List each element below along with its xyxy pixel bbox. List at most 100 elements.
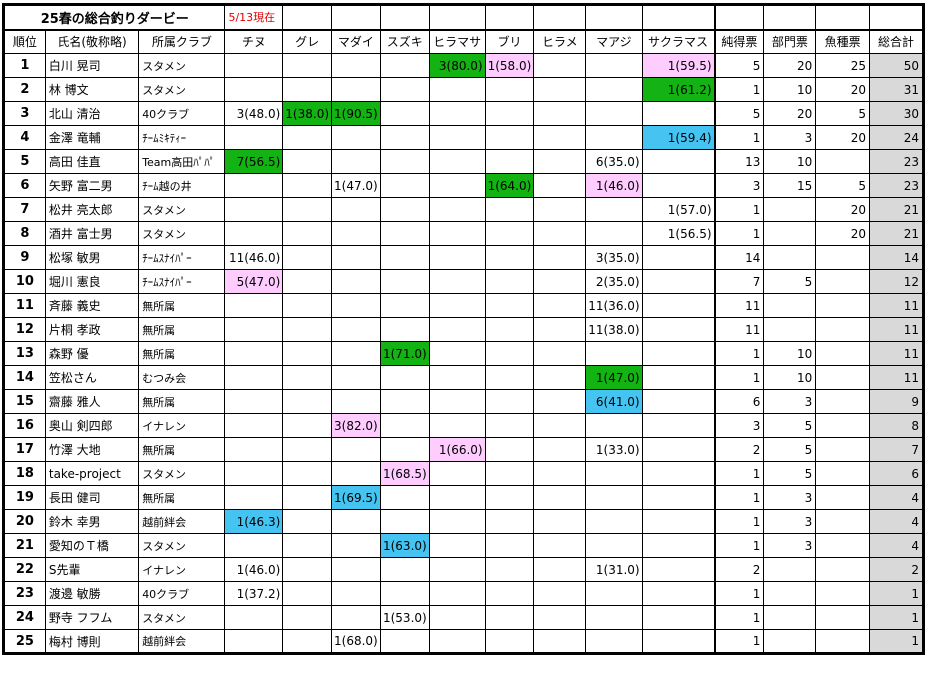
fish-cell-スズキ[interactable] xyxy=(379,149,430,174)
dept-votes-cell[interactable]: 20 xyxy=(763,101,817,126)
net-votes-cell[interactable]: 1 xyxy=(714,533,765,558)
net-votes-cell[interactable]: 1 xyxy=(714,605,765,630)
dept-votes-cell[interactable]: 3 xyxy=(763,389,817,414)
club-cell[interactable]: ﾁｰﾑｽﾅｲﾊﾟｰ xyxy=(138,269,226,294)
fish-cell-マアジ[interactable]: 6(35.0) xyxy=(585,149,643,174)
fish-cell-グレ[interactable] xyxy=(282,221,333,246)
fish-cell-ヒラメ[interactable] xyxy=(533,629,587,654)
rank-cell[interactable]: 19 xyxy=(3,485,46,510)
total-cell[interactable]: 23 xyxy=(869,173,924,198)
net-votes-cell[interactable]: 11 xyxy=(714,317,765,342)
fish-cell-チヌ[interactable] xyxy=(224,77,284,102)
rank-cell[interactable]: 20 xyxy=(3,509,46,534)
fish-cell-ブリ[interactable] xyxy=(484,317,535,342)
fish-cell-ブリ[interactable] xyxy=(484,221,535,246)
species-votes-cell[interactable] xyxy=(815,581,871,606)
rank-cell[interactable]: 1 xyxy=(3,53,46,78)
club-cell[interactable]: 無所属 xyxy=(138,341,226,366)
column-header[interactable]: 総合計 xyxy=(869,28,924,54)
club-cell[interactable]: スタメン xyxy=(138,77,226,102)
fish-cell-ヒラマサ[interactable] xyxy=(428,293,486,318)
club-cell[interactable]: スタメン xyxy=(138,53,226,78)
name-cell[interactable]: 渡邊 敏勝 xyxy=(44,581,140,606)
total-cell[interactable]: 4 xyxy=(869,509,924,534)
column-header[interactable]: ヒラマサ xyxy=(428,28,486,54)
dept-votes-cell[interactable] xyxy=(763,245,817,270)
fish-cell-ヒラマサ[interactable] xyxy=(428,173,486,198)
fish-cell-スズキ[interactable] xyxy=(379,437,430,462)
fish-cell-ヒラメ[interactable] xyxy=(533,581,587,606)
name-cell[interactable]: 奥山 剣四郎 xyxy=(44,413,140,438)
fish-cell-マアジ[interactable] xyxy=(585,341,643,366)
club-cell[interactable]: イナレン xyxy=(138,413,226,438)
fish-cell-スズキ[interactable] xyxy=(379,221,430,246)
rank-cell[interactable]: 13 xyxy=(3,341,46,366)
club-cell[interactable]: スタメン xyxy=(138,461,226,486)
column-header[interactable]: 氏名(敬称略) xyxy=(44,28,140,54)
fish-cell-チヌ[interactable] xyxy=(224,437,284,462)
total-cell[interactable]: 1 xyxy=(869,581,924,606)
column-header[interactable]: マダイ xyxy=(331,28,381,54)
fish-cell-サクラマス[interactable]: 1(59.5) xyxy=(641,53,716,78)
fish-cell-マダイ[interactable]: 1(68.0) xyxy=(331,629,381,654)
name-cell[interactable]: 森野 優 xyxy=(44,341,140,366)
dept-votes-cell[interactable] xyxy=(763,221,817,246)
fish-cell-チヌ[interactable] xyxy=(224,461,284,486)
fish-cell-サクラマス[interactable] xyxy=(641,293,716,318)
club-cell[interactable]: ﾁｰﾑ越の井 xyxy=(138,173,226,198)
club-cell[interactable]: 40クラブ xyxy=(138,101,226,126)
fish-cell-マダイ[interactable] xyxy=(331,365,381,390)
fish-cell-ヒラメ[interactable] xyxy=(533,509,587,534)
name-cell[interactable]: 片桐 孝政 xyxy=(44,317,140,342)
species-votes-cell[interactable] xyxy=(815,269,871,294)
fish-cell-スズキ[interactable]: 1(53.0) xyxy=(379,605,430,630)
fish-cell-サクラマス[interactable] xyxy=(641,173,716,198)
fish-cell-マアジ[interactable] xyxy=(585,581,643,606)
name-cell[interactable]: 松塚 敏男 xyxy=(44,245,140,270)
total-cell[interactable]: 4 xyxy=(869,485,924,510)
fish-cell-ブリ[interactable] xyxy=(484,629,535,654)
fish-cell-ブリ[interactable] xyxy=(484,101,535,126)
fish-cell-スズキ[interactable] xyxy=(379,629,430,654)
fish-cell-ヒラメ[interactable] xyxy=(533,245,587,270)
cell[interactable] xyxy=(585,4,643,30)
net-votes-cell[interactable]: 1 xyxy=(714,221,765,246)
club-cell[interactable]: イナレン xyxy=(138,557,226,582)
fish-cell-チヌ[interactable] xyxy=(224,629,284,654)
fish-cell-ブリ[interactable] xyxy=(484,77,535,102)
fish-cell-マダイ[interactable] xyxy=(331,581,381,606)
fish-cell-マダイ[interactable] xyxy=(331,461,381,486)
name-cell[interactable]: 堀川 憲良 xyxy=(44,269,140,294)
fish-cell-スズキ[interactable] xyxy=(379,53,430,78)
name-cell[interactable]: 鈴木 幸男 xyxy=(44,509,140,534)
total-cell[interactable]: 31 xyxy=(869,77,924,102)
total-cell[interactable]: 1 xyxy=(869,629,924,654)
fish-cell-マアジ[interactable] xyxy=(585,221,643,246)
fish-cell-サクラマス[interactable]: 1(57.0) xyxy=(641,197,716,222)
fish-cell-ブリ[interactable] xyxy=(484,461,535,486)
fish-cell-ヒラマサ[interactable] xyxy=(428,557,486,582)
fish-cell-ヒラメ[interactable] xyxy=(533,125,587,150)
species-votes-cell[interactable]: 20 xyxy=(815,77,871,102)
fish-cell-マダイ[interactable] xyxy=(331,197,381,222)
total-cell[interactable]: 11 xyxy=(869,317,924,342)
rank-cell[interactable]: 2 xyxy=(3,77,46,102)
fish-cell-ヒラメ[interactable] xyxy=(533,341,587,366)
fish-cell-グレ[interactable] xyxy=(282,389,333,414)
club-cell[interactable]: スタメン xyxy=(138,533,226,558)
total-cell[interactable]: 23 xyxy=(869,149,924,174)
fish-cell-サクラマス[interactable] xyxy=(641,269,716,294)
cell[interactable] xyxy=(533,4,587,30)
fish-cell-サクラマス[interactable] xyxy=(641,581,716,606)
name-cell[interactable]: 白川 晃司 xyxy=(44,53,140,78)
column-header[interactable]: 純得票 xyxy=(714,28,765,54)
rank-cell[interactable]: 11 xyxy=(3,293,46,318)
fish-cell-サクラマス[interactable] xyxy=(641,485,716,510)
fish-cell-サクラマス[interactable]: 1(61.2) xyxy=(641,77,716,102)
net-votes-cell[interactable]: 3 xyxy=(714,413,765,438)
fish-cell-グレ[interactable] xyxy=(282,413,333,438)
name-cell[interactable]: 齋藤 雅人 xyxy=(44,389,140,414)
rank-cell[interactable]: 4 xyxy=(3,125,46,150)
fish-cell-チヌ[interactable] xyxy=(224,221,284,246)
column-header[interactable]: サクラマス xyxy=(641,28,716,54)
